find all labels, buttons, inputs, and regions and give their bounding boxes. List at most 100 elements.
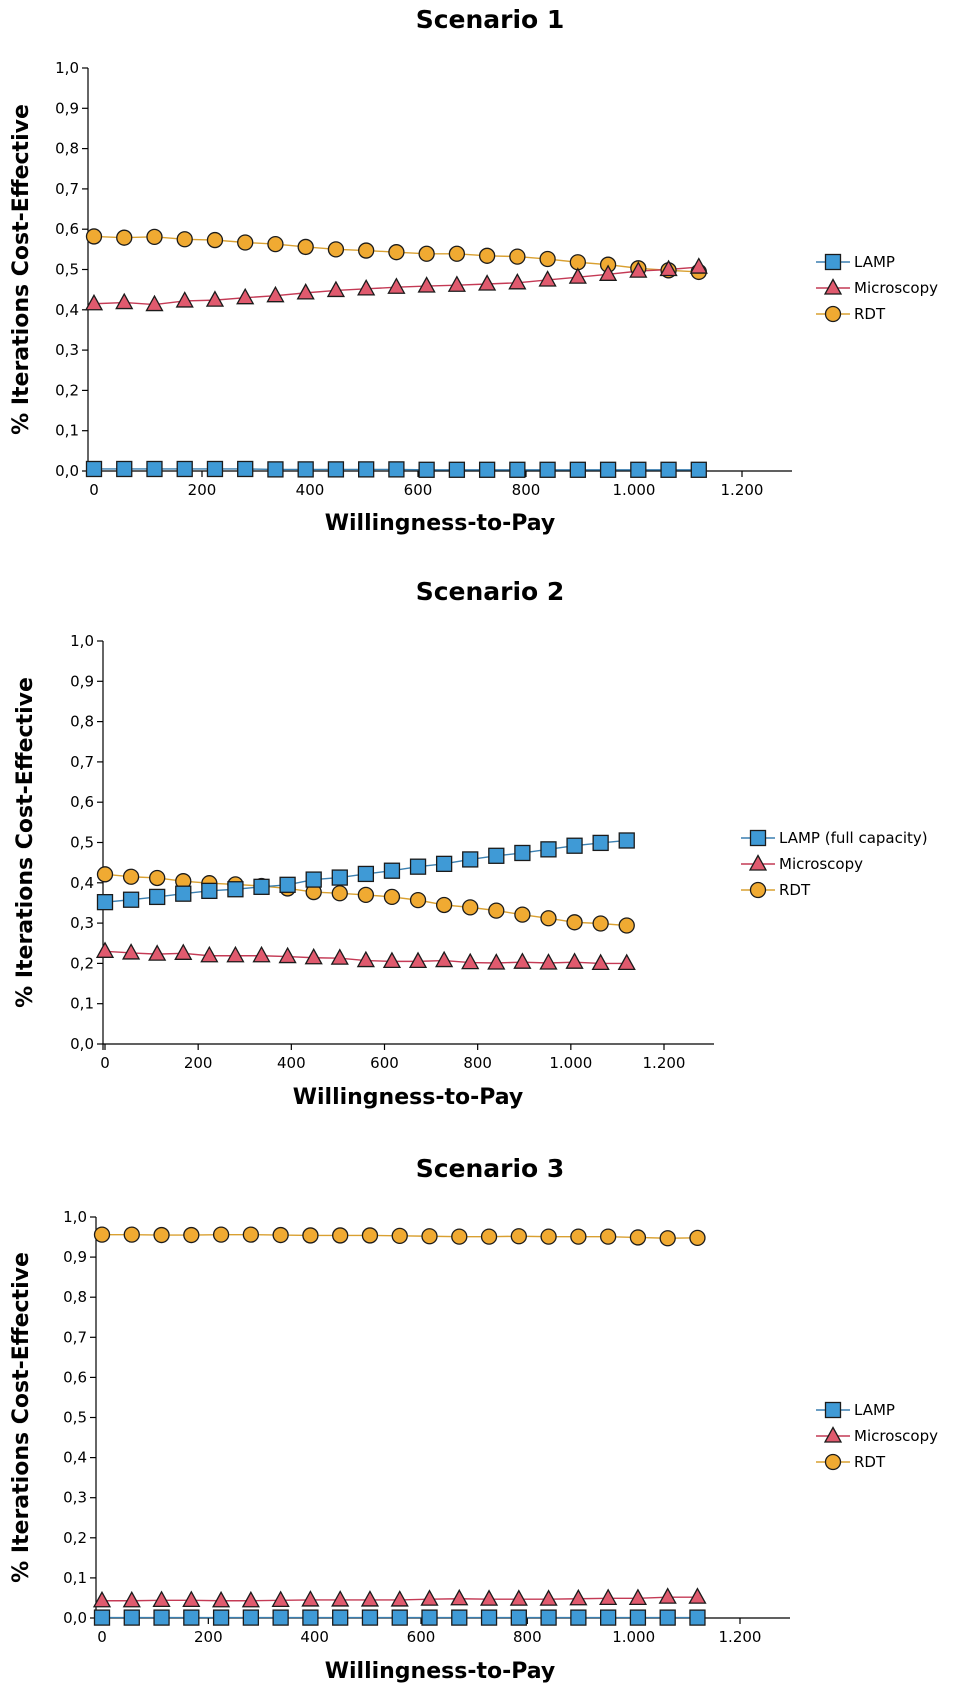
chart-panel-3: Scenario 3 0,0 0,1 0,2 0,3 0,4 0,5 0,6 0,7 0,8 0,9… — [9, 1154, 938, 1684]
data-point-microscopy — [539, 1589, 558, 1606]
x-tick-label: 400 — [296, 481, 325, 499]
data-point-lamp — [451, 1609, 468, 1626]
x-tick-label: 1.200 — [719, 1628, 762, 1646]
data-point-microscopy — [568, 267, 587, 284]
data-point-lamp — [514, 844, 531, 862]
data-point-lamp — [569, 461, 586, 478]
data-point-microscopy — [508, 272, 527, 290]
data-point-rdt — [540, 910, 557, 927]
legend-marker-rdt — [824, 305, 842, 323]
y-tick-label: 0,4 — [55, 301, 79, 319]
data-point-rdt — [242, 1226, 260, 1243]
y-tick-label: 1,0 — [55, 59, 79, 77]
data-point-lamp — [478, 461, 496, 478]
y-tick-label: 0,2 — [63, 1529, 87, 1547]
legend-marker-microscopy — [823, 1426, 843, 1443]
y-tick-label: 0,1 — [55, 422, 79, 440]
data-point-lamp — [332, 1609, 349, 1626]
y-tick-label: 0,0 — [63, 1609, 87, 1627]
data-point-rdt — [451, 1228, 468, 1245]
data-point-microscopy — [658, 1587, 677, 1604]
data-point-rdt — [272, 1226, 289, 1244]
data-point-lamp — [630, 461, 647, 478]
data-point-microscopy — [447, 275, 466, 292]
data-point-rdt — [331, 885, 348, 902]
data-point-lamp — [253, 878, 270, 895]
data-point-lamp — [237, 460, 254, 478]
x-tick-label: 600 — [370, 1054, 399, 1072]
legend-marker-lamp — [749, 829, 767, 847]
y-tick-label: 0,8 — [63, 1288, 87, 1306]
y-tick-label: 0,0 — [55, 462, 79, 480]
data-point-microscopy — [628, 1588, 648, 1606]
x-tick-label: 1.000 — [613, 481, 656, 499]
legend-label-lamp: LAMP — [854, 1401, 895, 1419]
data-point-lamp — [93, 1609, 111, 1626]
data-point-rdt — [514, 906, 531, 923]
data-point-lamp — [212, 1609, 230, 1626]
data-point-microscopy — [461, 952, 480, 970]
data-point-lamp — [421, 1609, 438, 1626]
data-point-lamp — [305, 871, 322, 888]
data-point-rdt — [409, 891, 427, 909]
x-axis-title: Willingness-to-Pay — [325, 1659, 556, 1684]
data-point-rdt — [206, 231, 224, 249]
data-point-microscopy — [356, 950, 375, 968]
data-point-microscopy — [84, 293, 104, 311]
data-point-rdt — [176, 231, 193, 248]
data-point-microscopy — [689, 257, 708, 274]
data-point-microscopy — [266, 285, 285, 303]
data-point-microscopy — [236, 287, 255, 305]
x-tick-label: 800 — [512, 481, 541, 499]
data-point-rdt — [592, 915, 609, 932]
data-point-rdt — [267, 235, 284, 253]
x-tick-label: 0 — [89, 481, 99, 499]
data-point-lamp — [540, 1609, 557, 1626]
data-point-lamp — [279, 876, 296, 893]
data-point-lamp — [391, 1609, 408, 1626]
x-tick-label: 800 — [513, 1628, 542, 1646]
data-point-microscopy — [148, 944, 167, 961]
y-tick-label: 1,0 — [70, 632, 94, 650]
data-point-rdt — [488, 902, 505, 919]
y-axis-title: % Iterations Cost-Effective — [9, 104, 34, 435]
data-point-lamp — [383, 862, 401, 879]
data-point-lamp — [242, 1609, 260, 1626]
data-point-microscopy — [598, 264, 618, 281]
data-point-microscopy — [509, 1589, 528, 1606]
data-point-lamp — [153, 1609, 170, 1626]
chart-title: Scenario 3 — [416, 1154, 565, 1183]
legend-label-rdt: RDT — [779, 881, 811, 899]
data-point-microscopy — [569, 1588, 588, 1606]
data-point-lamp — [149, 888, 166, 906]
data-point-lamp — [96, 893, 114, 911]
data-point-lamp — [510, 1609, 527, 1626]
data-point-microscopy — [420, 1589, 439, 1606]
data-point-lamp — [85, 460, 103, 478]
data-point-rdt — [361, 1227, 379, 1244]
legend-label-rdt: RDT — [854, 305, 886, 323]
data-point-lamp — [480, 1609, 498, 1626]
data-point-lamp — [488, 847, 505, 864]
data-point-rdt — [689, 1229, 706, 1247]
data-point-rdt — [418, 245, 435, 262]
x-tick-label: 200 — [194, 1628, 223, 1646]
legend-label-microscopy: Microscopy — [854, 1427, 938, 1445]
data-point-microscopy — [241, 1590, 260, 1608]
data-point-rdt — [297, 238, 314, 256]
y-tick-label: 0,4 — [63, 1449, 87, 1467]
data-point-lamp — [272, 1609, 289, 1626]
data-point-lamp — [175, 885, 192, 902]
y-tick-label: 0,1 — [70, 995, 94, 1013]
data-point-microscopy — [390, 1590, 409, 1607]
data-point-lamp — [358, 461, 375, 478]
data-point-lamp — [566, 837, 583, 854]
chart-title: Scenario 1 — [416, 5, 565, 34]
data-point-rdt — [566, 914, 583, 931]
data-point-rdt — [357, 886, 375, 904]
y-tick-label: 0,6 — [55, 220, 79, 238]
y-tick-label: 0,2 — [55, 381, 79, 399]
data-point-microscopy — [145, 294, 164, 312]
data-point-microscopy — [417, 276, 436, 293]
data-point-rdt — [539, 250, 556, 268]
